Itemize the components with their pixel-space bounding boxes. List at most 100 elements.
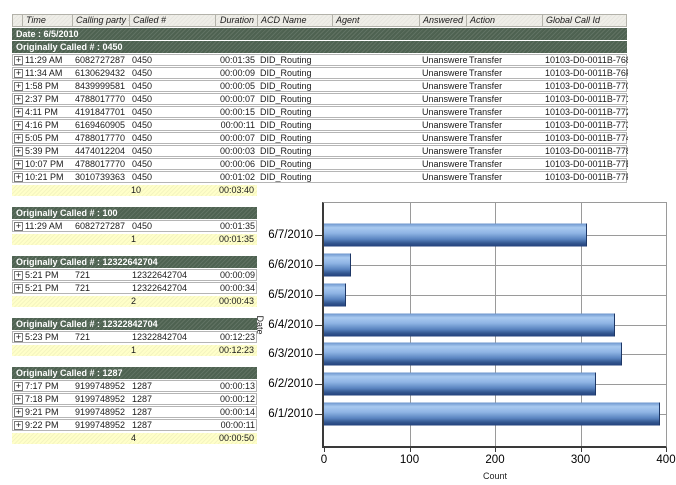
cell-called: 0450 (132, 68, 153, 78)
cell-called: 0450 (132, 172, 153, 182)
expand-button[interactable]: + (14, 132, 23, 143)
cell-called: 1287 (132, 381, 153, 391)
cell-time: 11:34 AM (25, 68, 63, 78)
cell-action: Transfer (469, 94, 503, 104)
chart-category-row: 6/5/2010 (268, 280, 666, 310)
cell-global: 10103-D0-0011B-778 (545, 146, 628, 156)
cell-action: Transfer (469, 172, 503, 182)
chart-category-row: 6/2/2010 (268, 369, 666, 399)
table-row: +10:07 PM 4788017770 0450 00:00:06 DID_Routi… (12, 158, 628, 170)
cell-acd: DID_Routing (260, 146, 312, 156)
expand-button[interactable]: + (14, 419, 23, 430)
x-tick-mark (580, 448, 582, 452)
cell-acd: DID_Routing (260, 55, 312, 65)
y-tick-label: 6/5/2010 (268, 288, 313, 301)
cell-duration: 00:00:11 (220, 120, 255, 130)
cell-global: 10103-D0-0011B-77F (545, 172, 628, 182)
cell-duration: 00:01:02 (219, 172, 255, 182)
cell-called: 1287 (132, 407, 153, 417)
report-section: Date : 6/5/2010 Originally Called # : 045… (12, 28, 628, 196)
cell-global: 10103-D0-0011B-76F (545, 68, 628, 78)
table-row: +7:18 PM 9199748952 1287 00:00:12 (12, 393, 257, 405)
summary-duration: 00:01:35 (218, 234, 254, 244)
cell-called: 0450 (132, 221, 153, 231)
cell-answered: Unanswered (422, 133, 467, 143)
summary-count: 1 (131, 345, 137, 355)
table-row: +5:21 PM 721 12322642704 00:00:09 (12, 269, 257, 281)
cell-time: 9:22 PM (25, 420, 59, 430)
chart-category-row: 6/7/2010 (268, 220, 666, 250)
cell-calling: 9199748952 (75, 420, 126, 430)
expand-button[interactable]: + (14, 331, 23, 342)
report-section: Originally Called # : 100 +11:29 AM 608272… (12, 207, 627, 245)
cell-action: Transfer (469, 146, 503, 156)
cell-calling: 8439999581 (75, 81, 126, 91)
cell-acd: DID_Routing (260, 120, 312, 130)
cell-acd: DID_Routing (260, 94, 312, 104)
cell-global: 10103-D0-0011B-771 (545, 94, 628, 104)
expand-button[interactable]: + (14, 269, 23, 280)
cell-time: 5:05 PM (25, 133, 59, 143)
cell-duration: 00:00:15 (219, 107, 255, 117)
cell-acd: DID_Routing (260, 159, 312, 169)
report-section: Originally Called # : 1287 +7:17 PM 919974… (12, 367, 627, 444)
expand-button[interactable]: + (14, 93, 23, 104)
cell-action: Transfer (469, 107, 503, 117)
cell-duration: 00:01:35 (219, 221, 255, 231)
summary-duration: 00:12:23 (218, 345, 254, 355)
x-tick-label: 100 (399, 454, 420, 466)
cell-time: 4:16 PM (25, 120, 59, 130)
group-header: Originally Called # : 12322842704 (12, 318, 257, 330)
cell-duration: 00:00:11 (220, 420, 255, 430)
cell-action: Transfer (469, 159, 503, 169)
cell-global: 10103-D0-0011B-770 (545, 81, 628, 91)
summary-count: 4 (131, 433, 137, 443)
summary-duration: 00:00:50 (218, 433, 254, 443)
group-header: Originally Called # : 100 (12, 207, 257, 219)
table-row: +9:22 PM 9199748952 1287 00:00:11 (12, 419, 257, 431)
cell-answered: Unanswered (422, 55, 467, 65)
expand-button[interactable]: + (14, 380, 23, 391)
y-tick-label: 6/1/2010 (268, 408, 313, 421)
y-tick-mark (315, 384, 322, 386)
group-header: Originally Called # : 12322642704 (12, 256, 257, 268)
expand-button[interactable]: + (14, 282, 23, 293)
cell-called: 0450 (132, 81, 153, 91)
expand-button[interactable]: + (14, 119, 23, 130)
cell-answered: Unanswered (422, 107, 467, 117)
x-tick-label: 200 (485, 454, 505, 466)
cell-calling: 9199748952 (75, 407, 126, 417)
cell-calling: 4788017770 (75, 94, 126, 104)
expand-button[interactable]: + (14, 67, 23, 78)
expand-button[interactable]: + (14, 171, 23, 182)
expand-button[interactable]: + (14, 220, 23, 231)
expand-button[interactable]: + (14, 106, 23, 117)
x-tick-label: 300 (570, 454, 591, 466)
cell-duration: 00:00:09 (219, 68, 255, 78)
cell-acd: DID_Routing (260, 68, 312, 78)
table-row: +7:17 PM 9199748952 1287 00:00:13 (12, 380, 257, 392)
expand-button[interactable]: + (14, 393, 23, 404)
expand-button[interactable]: + (14, 158, 23, 169)
cell-answered: Unanswered (422, 146, 467, 156)
cell-duration: 00:00:13 (219, 381, 255, 391)
group-summary-row: 1 00:01:35 (12, 234, 257, 245)
table-row: +4:16 PM 6169460905 0450 00:00:11 DID_Routin… (12, 119, 628, 131)
cell-calling: 4474012204 (75, 146, 126, 156)
cell-calling: 721 (75, 283, 91, 293)
cell-time: 9:21 PM (25, 407, 59, 417)
cell-duration: 00:12:23 (219, 332, 255, 342)
chart-category-row: 6/3/2010 (268, 339, 666, 369)
column-header-called: Called # (130, 15, 216, 26)
cell-calling: 721 (75, 270, 91, 280)
cell-called: 12322642704 (132, 270, 188, 280)
expand-button[interactable]: + (14, 406, 23, 417)
expand-button[interactable]: + (14, 80, 23, 91)
cell-time: 5:21 PM (25, 283, 59, 293)
expand-button[interactable]: + (14, 145, 23, 156)
column-header-agent: Agent (333, 15, 420, 26)
chart-bar (324, 342, 622, 366)
chart-bar (324, 283, 347, 307)
expand-button[interactable]: + (14, 54, 23, 65)
table-row: +5:21 PM 721 12322642704 00:00:34 (12, 282, 257, 294)
